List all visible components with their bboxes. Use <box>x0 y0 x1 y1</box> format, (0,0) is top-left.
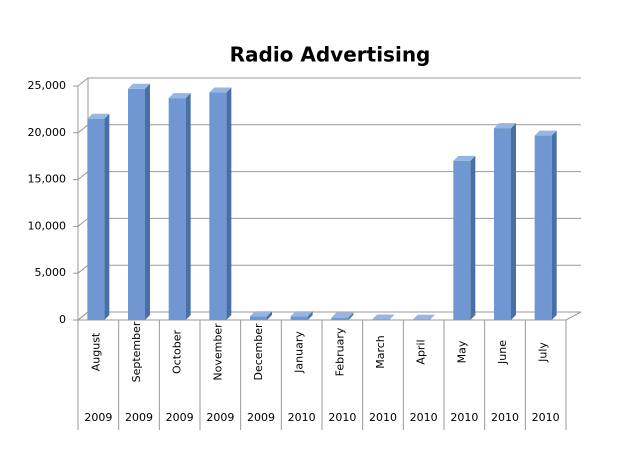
bar-top <box>494 123 516 129</box>
bar-side <box>307 311 313 320</box>
x-group-label: 2009 <box>247 411 275 424</box>
x-tick-label: October <box>171 330 184 374</box>
bar <box>209 92 227 320</box>
x-tick-label: September <box>130 321 143 382</box>
bar-side <box>104 113 110 320</box>
bar-side <box>429 314 435 320</box>
bar-side <box>226 87 232 320</box>
x-tick-label: March <box>374 335 387 369</box>
x-group-label: 2010 <box>532 411 560 424</box>
bar <box>168 98 186 320</box>
bar-side <box>470 155 476 320</box>
bar-side <box>185 93 191 320</box>
bar-side <box>145 83 150 320</box>
bar <box>331 317 349 320</box>
bar <box>290 316 308 320</box>
bar-top <box>290 311 313 317</box>
bar-side <box>267 311 272 320</box>
bar <box>534 135 552 320</box>
grid-diagonal <box>77 311 89 321</box>
bar-top <box>331 312 354 318</box>
bar-top <box>453 155 476 161</box>
grid-diagonal <box>77 171 89 180</box>
grid-diagonal <box>77 264 89 274</box>
x-group-label: 2010 <box>450 411 478 424</box>
grid-diagonal <box>77 124 89 134</box>
y-tick-label: 5,000 <box>35 266 67 279</box>
x-tick-label: December <box>252 323 265 381</box>
x-tick-label: July <box>537 342 550 363</box>
bar <box>453 160 471 320</box>
x-tick-label: August <box>89 332 102 371</box>
bar <box>128 88 145 320</box>
bar-side <box>389 314 394 320</box>
bar-side <box>511 123 516 321</box>
bar-side <box>348 312 354 320</box>
x-tick-label: January <box>293 331 306 374</box>
bar-top <box>412 314 435 320</box>
grid-diagonal <box>77 77 89 87</box>
x-group-label: 2010 <box>410 411 438 424</box>
y-tick-label: 0 <box>59 313 66 326</box>
bar-top <box>128 83 150 89</box>
x-group-label: 2010 <box>491 411 519 424</box>
bar-top <box>372 314 394 320</box>
x-group-label: 2010 <box>288 411 316 424</box>
bar-top <box>87 113 110 119</box>
bar-top <box>250 311 272 317</box>
x-group-label: 2009 <box>84 411 112 424</box>
x-tick-label: May <box>455 340 468 363</box>
chart-title: Radio Advertising <box>230 43 431 67</box>
x-tick-label: April <box>415 339 428 364</box>
x-group-label: 2010 <box>328 411 356 424</box>
x-tick-label: November <box>211 323 224 381</box>
x-group-label: 2009 <box>166 411 194 424</box>
bar <box>87 118 105 320</box>
y-tick-label: 20,000 <box>28 126 67 139</box>
y-tick-label: 10,000 <box>28 219 67 232</box>
x-group-label: 2009 <box>125 411 153 424</box>
y-tick-label: 15,000 <box>28 173 67 186</box>
bar <box>250 316 267 320</box>
y-tick-label: 25,000 <box>28 79 67 92</box>
x-group-label: 2010 <box>369 411 397 424</box>
grid-diagonal <box>77 218 89 227</box>
bar <box>494 128 511 320</box>
bar-top <box>168 93 191 99</box>
bar-top <box>534 130 557 136</box>
x-tick-label: June <box>496 340 509 365</box>
x-tick-label: February <box>333 327 346 376</box>
x-group-label: 2009 <box>206 411 234 424</box>
bar-side <box>551 130 557 320</box>
bar-top <box>209 87 232 93</box>
